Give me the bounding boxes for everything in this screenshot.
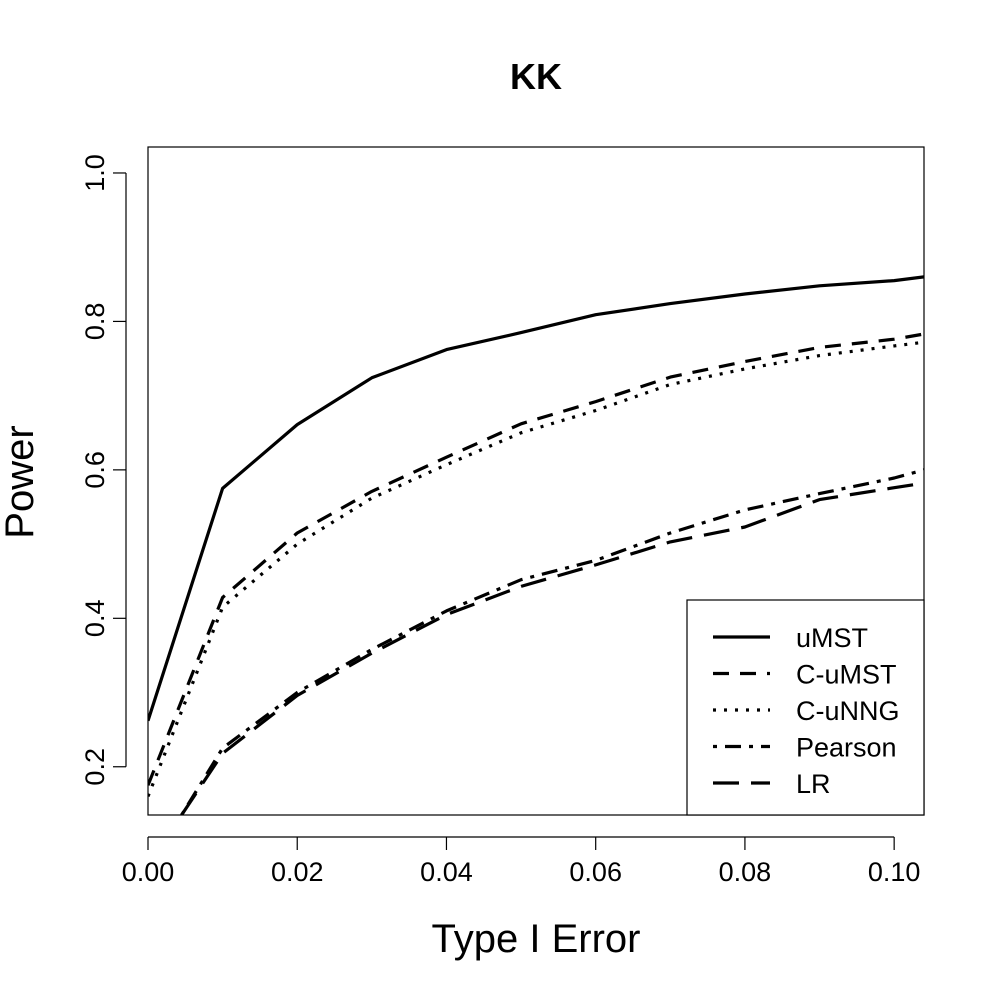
series-line-c-umst bbox=[148, 332, 924, 786]
legend-label: uMST bbox=[796, 623, 868, 653]
y-tick-label: 0.4 bbox=[80, 600, 110, 638]
y-tick-label: 0.8 bbox=[80, 303, 110, 341]
legend-label: C-uNNG bbox=[796, 696, 900, 726]
legend-label: Pearson bbox=[796, 733, 897, 763]
x-tick-label: 0.10 bbox=[868, 857, 921, 887]
series-line-umst bbox=[148, 275, 924, 722]
legend-label: LR bbox=[796, 769, 831, 799]
y-axis-label: Power bbox=[0, 425, 42, 538]
y-tick-label: 0.2 bbox=[80, 748, 110, 786]
plot-border bbox=[147, 146, 925, 816]
axes: 0.00 0.02 0.04 0.06 0.08 0.10 0.2 0.4 0.6 0.8 1.0 bbox=[80, 146, 925, 887]
y-tick-label: 1.0 bbox=[80, 154, 110, 192]
x-tick-label: 0.04 bbox=[420, 857, 473, 887]
series-line-lr bbox=[180, 481, 924, 815]
series-line-pearson bbox=[180, 468, 924, 815]
chart-title: KK bbox=[510, 56, 562, 97]
y-tick-label: 0.6 bbox=[80, 451, 110, 489]
x-tick-label: 0.00 bbox=[122, 857, 175, 887]
legend-label: C-uMST bbox=[796, 660, 897, 690]
x-tick-label: 0.06 bbox=[569, 857, 622, 887]
x-axis-label: Type I Error bbox=[432, 917, 641, 961]
plot-area bbox=[148, 275, 924, 815]
x-tick-label: 0.08 bbox=[719, 857, 772, 887]
legend: uMST C-uMST C-uNNG Pearson LR bbox=[686, 599, 925, 816]
x-tick-label: 0.02 bbox=[271, 857, 324, 887]
